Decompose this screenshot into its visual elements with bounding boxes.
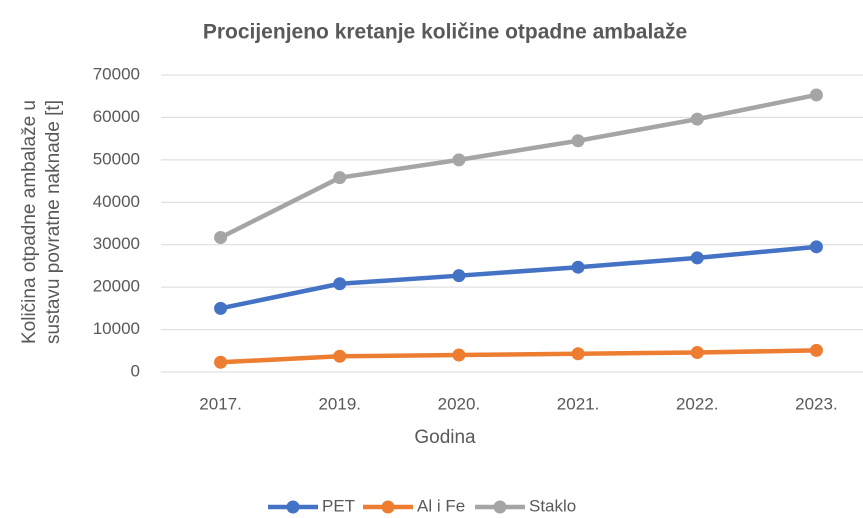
- marker: [333, 171, 347, 185]
- x-tick-label: 2021.: [557, 394, 600, 413]
- series-line: [218, 92, 819, 240]
- marker: [571, 134, 585, 148]
- marker: [333, 349, 347, 363]
- x-tick-label: 2022.: [676, 394, 719, 413]
- chart-title: Procijenjeno kretanje količine otpadne a…: [203, 21, 687, 44]
- marker: [690, 345, 704, 359]
- y-tick-label: 70000: [93, 64, 140, 83]
- marker: [214, 301, 228, 315]
- marker: [571, 260, 585, 274]
- marker: [809, 343, 823, 357]
- marker: [452, 348, 466, 362]
- marker: [214, 231, 228, 245]
- y-tick-label: 20000: [93, 277, 140, 296]
- legend-label: Staklo: [529, 496, 576, 515]
- marker: [571, 347, 585, 361]
- y-tick-label: 30000: [93, 234, 140, 253]
- legend-marker: [381, 500, 395, 514]
- legend-marker: [286, 500, 300, 514]
- marker: [690, 112, 704, 126]
- marker: [452, 153, 466, 167]
- y-tick-label: 50000: [93, 149, 140, 168]
- series-line: [218, 348, 819, 365]
- y-axis-label-line: Količina otpadne ambalaže u: [19, 100, 40, 344]
- marker: [333, 277, 347, 291]
- x-tick-label: 2019.: [318, 394, 361, 413]
- legend-marker: [493, 500, 507, 514]
- marker: [809, 240, 823, 254]
- x-axis-label: Godina: [414, 427, 476, 448]
- x-tick-label: 2023.: [795, 394, 838, 413]
- y-tick-label: 10000: [93, 319, 140, 338]
- legend-label: Al i Fe: [417, 496, 465, 515]
- marker: [214, 355, 228, 369]
- marker: [452, 269, 466, 283]
- y-axis-label: Količina otpadne ambalaže u sustavu povr…: [19, 100, 64, 344]
- legend-label: PET: [322, 496, 355, 515]
- marker: [690, 251, 704, 265]
- y-axis-label-line: sustavu povratne naknade [t]: [43, 100, 64, 344]
- x-tick-label: 2017.: [199, 394, 242, 413]
- y-tick-label: 40000: [93, 192, 140, 211]
- x-tick-label: 2020.: [438, 394, 481, 413]
- y-tick-label: 60000: [93, 107, 140, 126]
- series-line: [218, 244, 819, 311]
- marker: [809, 88, 823, 102]
- y-tick-label: 0: [131, 361, 140, 380]
